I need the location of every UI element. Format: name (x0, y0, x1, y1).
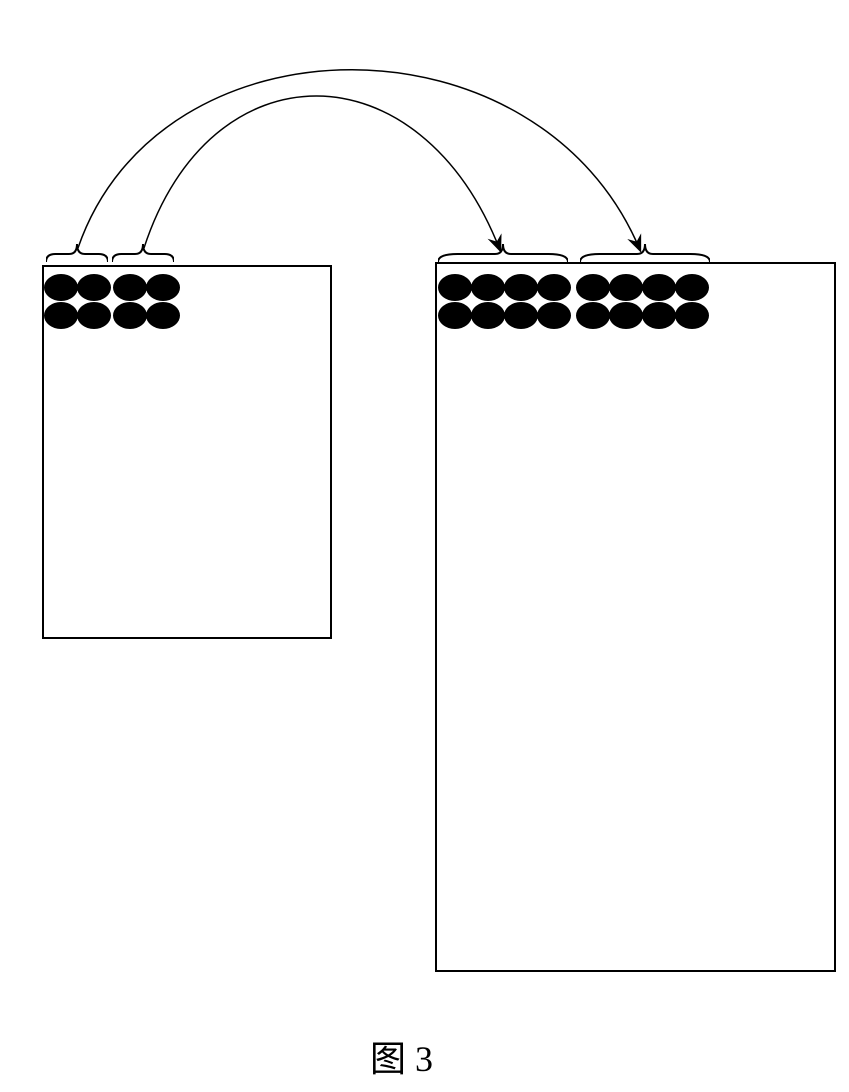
caption-text: 图 3 (370, 1039, 433, 1079)
brace-icon (112, 242, 174, 264)
ellipse-dot (44, 274, 78, 301)
ellipse-dot (537, 274, 571, 301)
mapping-arrow (144, 96, 500, 250)
ellipse-dot (438, 302, 472, 329)
ellipse-dot (504, 274, 538, 301)
ellipse-dot (146, 302, 180, 329)
ellipse-dot (44, 302, 78, 329)
ellipse-dot (113, 274, 147, 301)
ellipse-dot (504, 302, 538, 329)
ellipse-dot (77, 274, 111, 301)
ellipse-dot (113, 302, 147, 329)
ellipse-dot (642, 274, 676, 301)
ellipse-dot (77, 302, 111, 329)
ellipse-dot (537, 302, 571, 329)
ellipse-dot (576, 302, 610, 329)
ellipse-dot (609, 302, 643, 329)
figure-caption: 图 3 (370, 1030, 433, 1082)
ellipse-dot (642, 302, 676, 329)
brace-icon (46, 242, 108, 264)
brace-icon (580, 242, 710, 264)
ellipse-dot (675, 274, 709, 301)
mapping-arrow (78, 70, 640, 250)
ellipse-dot (438, 274, 472, 301)
ellipse-dot (471, 274, 505, 301)
brace-icon (438, 242, 568, 264)
ellipse-dot (675, 302, 709, 329)
ellipse-dot (576, 274, 610, 301)
ellipse-dot (146, 274, 180, 301)
ellipse-dot (609, 274, 643, 301)
right-box (435, 262, 836, 972)
ellipse-dot (471, 302, 505, 329)
